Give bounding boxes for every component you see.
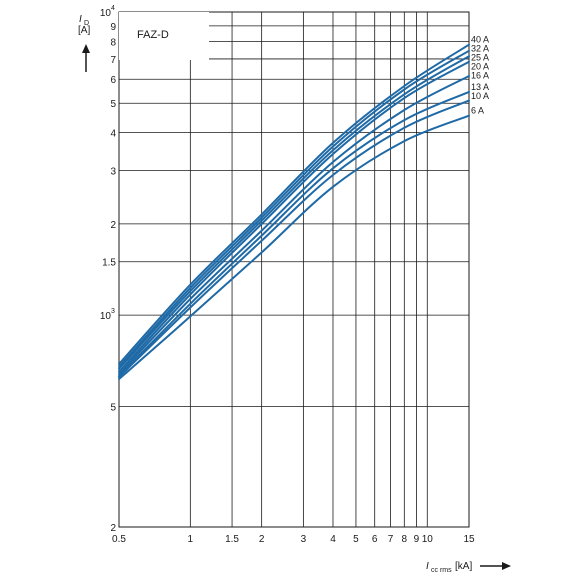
curve-10a [118,99,470,378]
curve-40a [118,43,470,365]
y-tick-label: 4 [110,129,116,140]
x-tick-label: 4 [330,534,336,545]
curve-13a [118,90,470,377]
x-tick-label: 7 [388,534,394,545]
title-box [119,12,209,60]
curve-label: 6 A [471,106,484,116]
y-tick-label: 7 [110,55,116,66]
curve-32a [118,49,470,368]
curve-label: 16 A [471,71,489,81]
curve-labels: 40 A32 A25 A20 A16 A13 A10 A 6 A [471,35,489,116]
y-tick-label: 6 [110,75,116,86]
x-tick-label: 1 [188,534,194,545]
curve-6a [118,114,470,381]
y-tick-label: 2 [110,523,116,534]
curve-label: 20 A [471,62,489,72]
vertical-gridlines [189,12,428,527]
y-tick-exponent: 3 [111,308,115,315]
x-tick-label: 5 [353,534,359,545]
curve-25a [118,55,470,370]
y-axis-unit: [A] [78,25,90,36]
y-tick-label: 10 [100,311,112,322]
y-tick-label: 8 [110,37,116,48]
y-axis-label: I D [A] [78,14,90,72]
x-tick-label: 3 [301,534,307,545]
x-axis-subscript: cc rms [431,567,452,574]
y-tick-label: 9 [110,22,116,33]
x-axis-unit: [kA] [455,561,472,572]
curve-label: 40 A [471,35,489,45]
x-tick-label: 1.5 [225,534,239,545]
x-tick-labels: 0.5 1 1.5 2 3 4 5 6 7 8 9 10 15 [112,534,475,545]
curve-16a [118,75,470,375]
x-axis-label: I cc rms [kA] [426,561,511,574]
y-axis-arrow-head [82,44,90,53]
y-tick-label: 10 [100,8,112,19]
y-axis-subscript: D [84,20,89,27]
x-axis-symbol: I [426,561,429,572]
chart-title: FAZ-D [137,29,169,41]
curve-label: 32 A [471,44,489,54]
x-tick-label: 0.5 [112,534,126,545]
y-tick-exponent: 4 [111,5,115,12]
horizontal-gridlines [119,25,469,407]
y-axis-symbol: I [79,14,82,25]
plot-frame-group [118,11,470,528]
curve-label: 10 A [471,91,489,101]
x-tick-label: 15 [463,534,475,545]
curve-label: 25 A [471,53,489,63]
x-tick-label: 8 [402,534,408,545]
x-tick-label: 10 [422,534,434,545]
y-tick-label: 5 [110,402,116,413]
y-tick-label: 1.5 [102,258,116,269]
curve-label: 13 A [471,82,489,92]
plot-frame [118,11,470,528]
y-tick-label: 2 [110,220,116,231]
x-tick-label: 6 [372,534,378,545]
curve-20a [118,60,470,373]
x-tick-label: 2 [259,534,265,545]
y-tick-label: 3 [110,166,116,177]
y-tick-label: 5 [110,99,116,110]
curves [118,43,470,381]
x-tick-label: 9 [414,534,420,545]
x-axis-arrow-head [502,562,511,570]
title-box-group: FAZ-D [119,12,209,60]
